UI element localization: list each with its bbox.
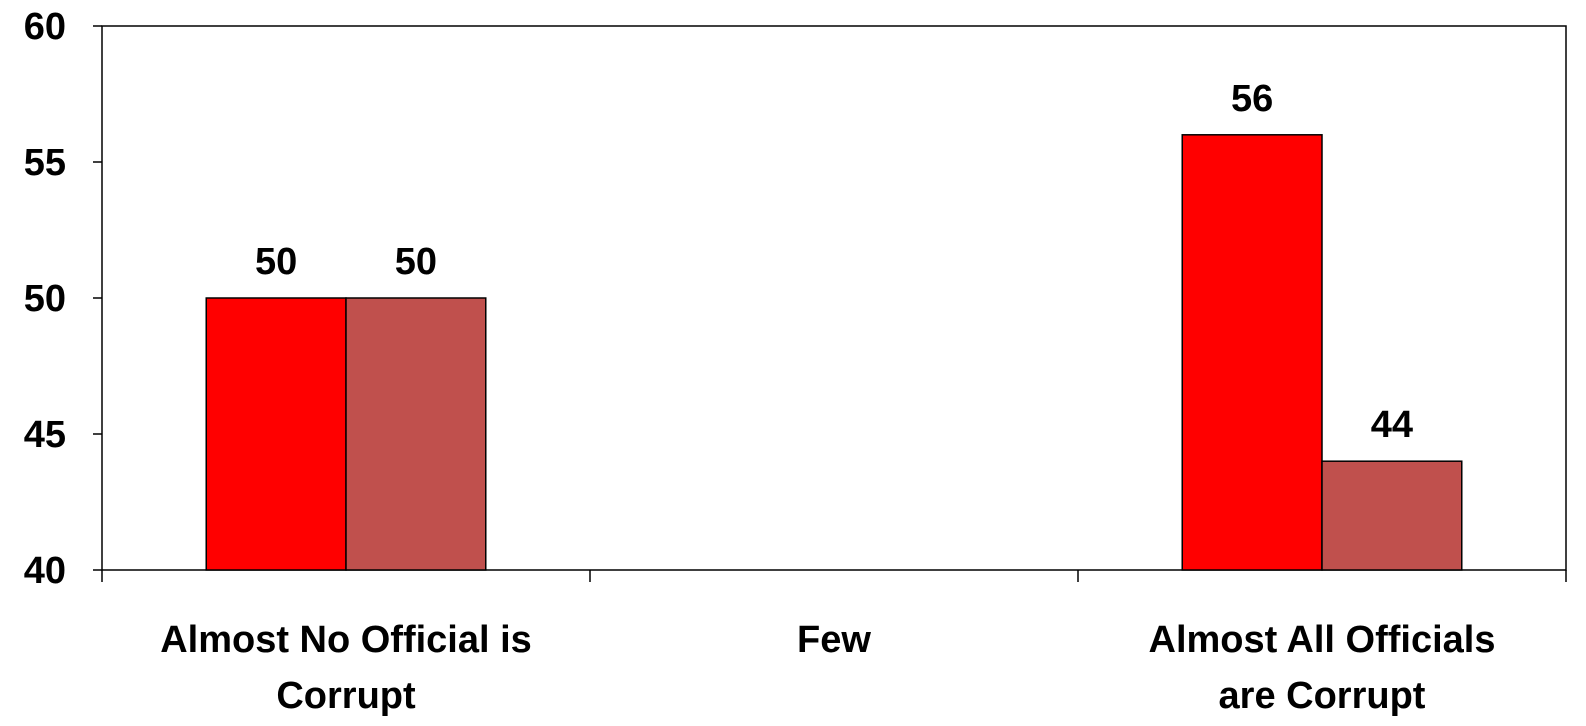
y-tick-label: 60 <box>24 6 66 48</box>
bar <box>205 297 347 571</box>
x-axis: Almost No Official is Corrupt Few Almost Al… <box>101 570 1567 717</box>
bar <box>1321 460 1463 571</box>
y-tick-label: 55 <box>24 142 66 184</box>
x-category-label: Few <box>797 619 871 661</box>
x-category-label: Almost No Official is Corrupt <box>160 619 532 717</box>
bar-value-label: 56 <box>1231 78 1273 120</box>
x-category-label-line: Corrupt <box>276 675 416 717</box>
y-tick-label: 45 <box>24 414 66 456</box>
x-category-label-line: Almost All Officials <box>1149 619 1496 661</box>
bar-value-label: 44 <box>1371 404 1413 446</box>
x-category-label-line: Almost No Official is <box>160 619 532 661</box>
bars-group <box>205 134 1463 571</box>
data-labels-group: 50 50 56 44 <box>255 78 1413 446</box>
x-category-label-line: are Corrupt <box>1219 675 1426 717</box>
x-category-label: Almost All Officials are Corrupt <box>1149 619 1496 717</box>
bar-value-label: 50 <box>255 241 297 283</box>
bar <box>1181 134 1323 571</box>
y-axis: 40 45 50 55 60 <box>24 6 102 592</box>
y-tick-label: 50 <box>24 278 66 320</box>
y-tick-label: 40 <box>24 550 66 592</box>
bar <box>345 297 487 571</box>
bar-value-label: 50 <box>395 241 437 283</box>
x-category-label-line: Few <box>797 619 871 661</box>
